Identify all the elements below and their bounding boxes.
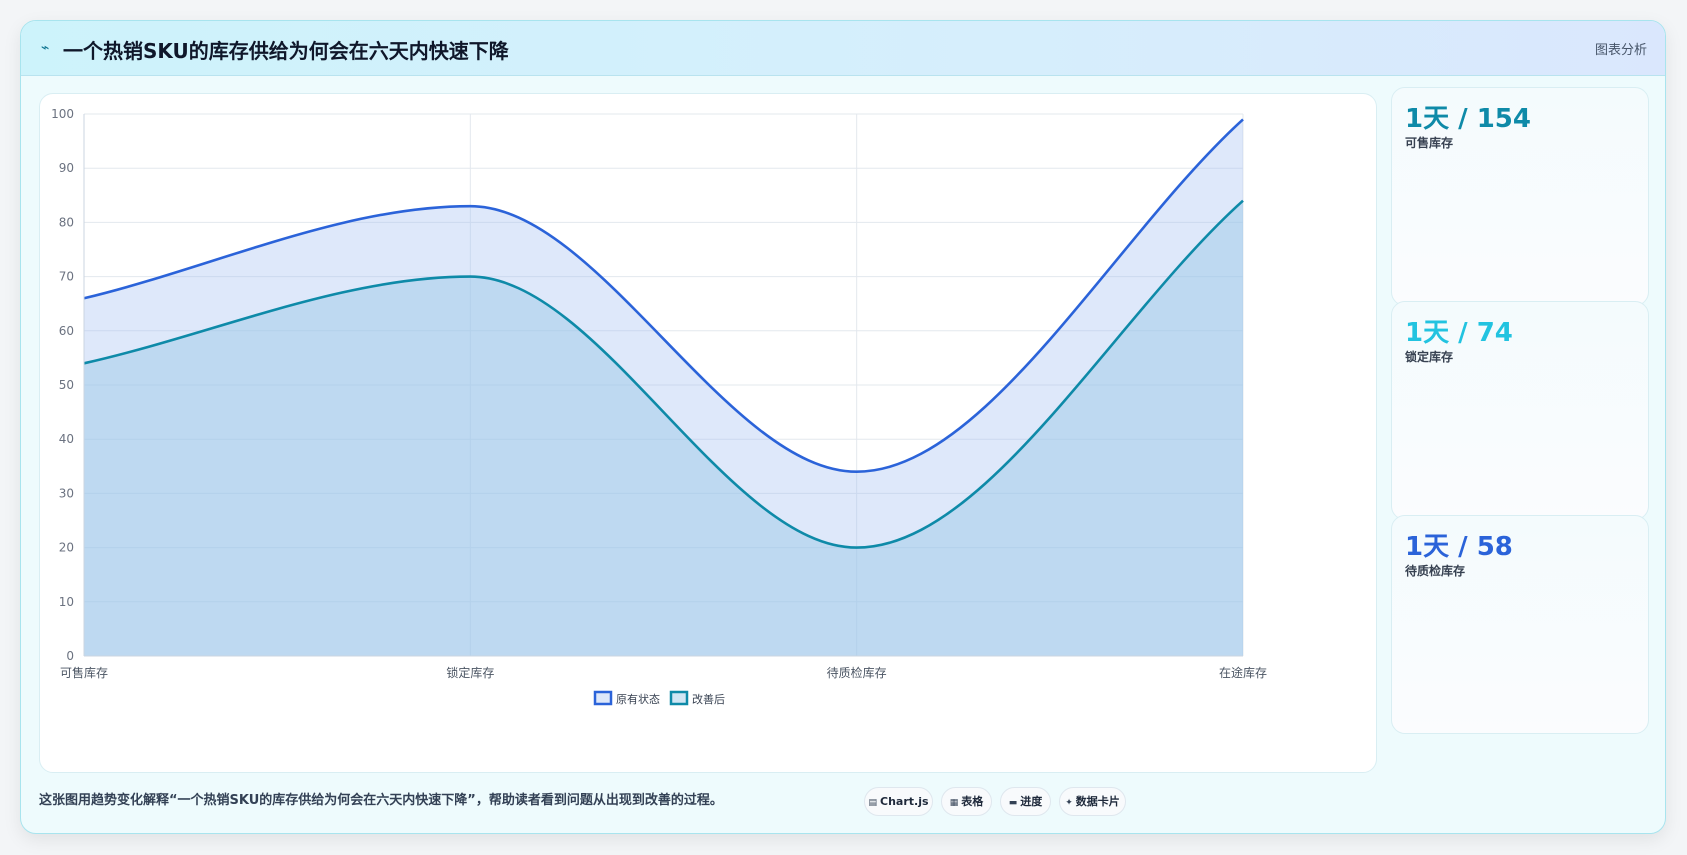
chart-description: 这张图用趋势变化解释“一个热销SKU的库存供给为何会在六天内快速下降”，帮助读者… <box>39 793 723 808</box>
pulse-icon: ⌁ <box>41 40 50 56</box>
table-icon: ▦ <box>949 798 959 808</box>
x-tick-label: 在途库存 <box>1219 665 1267 680</box>
kpi-card-inspection: 1天 / 58 待质检库存 <box>1391 515 1649 734</box>
chart-analysis-tag: 图表分析 <box>1594 43 1647 58</box>
legend-label: 改善后 <box>692 692 725 706</box>
dashboard-panel: ⌁ 一个热销SKU的库存供给为何会在六天内快速下降 图表分析 0 10 20 30 40… <box>20 20 1666 834</box>
page-title: 一个热销SKU的库存供给为何会在六天内快速下降 <box>63 39 509 63</box>
kpi-value: 1天 / 74 <box>1405 318 1513 348</box>
pill-label: 数据卡片 <box>1075 795 1120 808</box>
legend-swatch <box>669 690 689 706</box>
x-tick-label: 锁定库存 <box>446 665 494 680</box>
kpi-label: 锁定库存 <box>1405 350 1454 364</box>
pill-chartjs[interactable]: ▤ Chart.js <box>864 787 933 816</box>
y-tick-label: 40 <box>59 432 74 446</box>
series-line <box>83 118 1244 474</box>
pill-label: 进度 <box>1020 795 1043 808</box>
sparkle-icon: ✦ <box>1065 798 1073 808</box>
y-tick-label: 90 <box>59 161 74 175</box>
pill-progress[interactable]: ▬ 进度 <box>1000 787 1051 816</box>
progress-icon: ▬ <box>1008 798 1018 808</box>
series-area <box>84 119 1243 657</box>
series-area <box>84 200 1243 656</box>
kpi-label: 可售库存 <box>1405 136 1454 150</box>
y-tick-label: 70 <box>59 270 74 284</box>
y-tick-label: 80 <box>59 215 74 229</box>
pill-table[interactable]: ▦ 表格 <box>941 787 992 816</box>
x-tick-label: 待质检库存 <box>827 665 887 680</box>
panel-header: ⌁ 一个热销SKU的库存供给为何会在六天内快速下降 图表分析 <box>21 21 1665 76</box>
y-tick-label: 0 <box>66 649 74 663</box>
x-tick-label: 可售库存 <box>60 665 108 680</box>
legend-swatch <box>593 690 613 706</box>
kpi-card-locked: 1天 / 74 锁定库存 <box>1391 301 1649 520</box>
y-tick-label: 30 <box>59 486 74 500</box>
legend-label: 原有状态 <box>616 692 660 706</box>
chart-icon: ▤ <box>868 798 877 808</box>
pill-data-cards[interactable]: ✦ 数据卡片 <box>1059 787 1126 816</box>
y-tick-label: 60 <box>59 324 74 338</box>
kpi-value: 1天 / 58 <box>1405 532 1513 562</box>
pill-label: Chart.js <box>880 795 929 808</box>
y-tick-label: 10 <box>59 595 74 609</box>
kpi-card-available: 1天 / 154 可售库存 <box>1391 87 1649 306</box>
y-tick-label: 100 <box>51 107 74 121</box>
chart-card: 0 10 20 30 40 50 60 70 80 90 100 可售库存 锁定库存 待质检库存 在途库存原… <box>39 93 1377 773</box>
y-tick-label: 20 <box>59 541 74 555</box>
kpi-value: 1天 / 154 <box>1405 104 1531 134</box>
pill-label: 表格 <box>961 795 984 808</box>
kpi-label: 待质检库存 <box>1405 564 1466 578</box>
y-tick-label: 50 <box>59 378 74 392</box>
area-chart: 0 10 20 30 40 50 60 70 80 90 100 可售库存 锁定库存 待质检库存 在途库存原… <box>51 107 1267 706</box>
series-line <box>83 199 1244 549</box>
